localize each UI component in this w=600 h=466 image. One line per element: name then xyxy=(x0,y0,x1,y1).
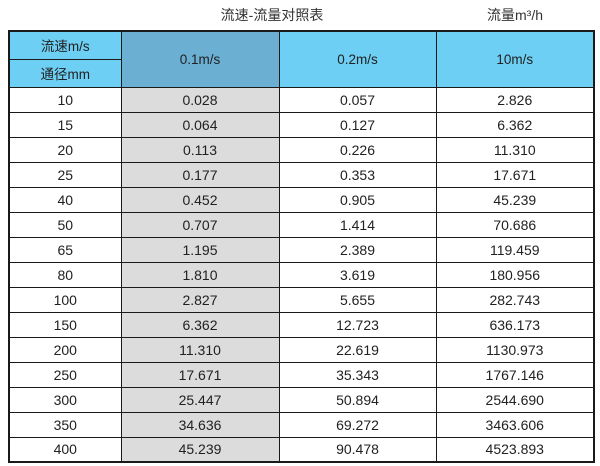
table-row: 300 25.447 50.894 2544.690 xyxy=(8,386,595,413)
flow-cell: 0.226 xyxy=(278,136,437,163)
table-row: 20 0.113 0.226 11.310 xyxy=(8,136,595,163)
flow-cell: 6.362 xyxy=(435,111,595,138)
flow-cell: 17.671 xyxy=(435,161,595,188)
corner-header-velocity: 流速m/s xyxy=(8,30,122,60)
flow-cell: 69.272 xyxy=(278,411,437,438)
flow-cell: 5.655 xyxy=(278,286,437,313)
flow-cell: 6.362 xyxy=(120,311,280,338)
diameter-cell: 150 xyxy=(8,311,122,338)
table-row: 25 0.177 0.353 17.671 xyxy=(8,161,595,188)
diameter-cell: 15 xyxy=(8,111,122,138)
flow-cell: 17.671 xyxy=(120,361,280,388)
flow-cell: 3463.606 xyxy=(435,411,595,438)
flow-cell: 12.723 xyxy=(278,311,437,338)
flow-cell: 1.195 xyxy=(120,236,280,263)
table-row: 15 0.064 0.127 6.362 xyxy=(8,111,595,138)
diameter-cell: 25 xyxy=(8,161,122,188)
flow-cell: 0.113 xyxy=(120,136,280,163)
diameter-cell: 80 xyxy=(8,261,122,288)
column-header-0_2ms: 0.2m/s xyxy=(278,30,437,88)
table-row: 65 1.195 2.389 119.459 xyxy=(8,236,595,263)
flow-cell: 0.028 xyxy=(120,86,280,113)
flow-cell: 636.173 xyxy=(435,311,595,338)
diameter-cell: 40 xyxy=(8,186,122,213)
header-row-diameter: 通径mm xyxy=(8,58,594,88)
flow-cell: 35.343 xyxy=(278,361,437,388)
flow-cell: 0.452 xyxy=(120,186,280,213)
table-row: 10 0.028 0.057 2.826 xyxy=(8,86,595,113)
table-row: 350 34.636 69.272 3463.606 xyxy=(8,411,595,438)
table-row: 200 11.310 22.619 1130.973 xyxy=(8,336,595,363)
table-row: 400 45.239 90.478 4523.893 xyxy=(8,436,595,463)
diameter-cell: 300 xyxy=(8,386,122,413)
flow-cell: 2544.690 xyxy=(435,386,595,413)
diameter-cell: 250 xyxy=(8,361,122,388)
flow-cell: 4523.893 xyxy=(435,436,595,463)
column-header-10ms: 10m/s xyxy=(435,30,595,88)
diameter-cell: 350 xyxy=(8,411,122,438)
diameter-cell: 50 xyxy=(8,211,122,238)
table-row: 150 6.362 12.723 636.173 xyxy=(8,311,595,338)
flow-cell: 0.707 xyxy=(120,211,280,238)
flow-cell: 2.827 xyxy=(120,286,280,313)
diameter-cell: 65 xyxy=(8,236,122,263)
table-row: 250 17.671 35.343 1767.146 xyxy=(8,361,595,388)
corner-header-diameter: 通径mm xyxy=(8,58,122,88)
table-row: 50 0.707 1.414 70.686 xyxy=(8,211,595,238)
flow-cell: 2.826 xyxy=(435,86,595,113)
flow-cell: 0.057 xyxy=(278,86,437,113)
table-row: 100 2.827 5.655 282.743 xyxy=(8,286,595,313)
diameter-cell: 20 xyxy=(8,136,122,163)
flow-cell: 90.478 xyxy=(278,436,437,463)
flow-cell: 50.894 xyxy=(278,386,437,413)
table-row: 40 0.452 0.905 45.239 xyxy=(8,186,595,213)
flow-cell: 3.619 xyxy=(278,261,437,288)
flow-cell: 34.636 xyxy=(120,411,280,438)
flow-cell: 22.619 xyxy=(278,336,437,363)
table-body: 10 0.028 0.057 2.826 15 0.064 0.127 6.36… xyxy=(8,86,595,463)
column-header-0_1ms: 0.1m/s xyxy=(120,30,280,88)
diameter-cell: 10 xyxy=(8,86,122,113)
diameter-cell: 100 xyxy=(8,286,122,313)
title-bar: 流速-流量对照表 流量m³/h xyxy=(0,0,600,30)
flow-cell: 1130.973 xyxy=(435,336,595,363)
flow-cell: 11.310 xyxy=(120,336,280,363)
diameter-cell: 400 xyxy=(8,436,122,463)
table-row: 80 1.810 3.619 180.956 xyxy=(8,261,595,288)
flow-cell: 25.447 xyxy=(120,386,280,413)
flow-cell: 180.956 xyxy=(435,261,595,288)
flow-cell: 0.353 xyxy=(278,161,437,188)
flow-cell: 1.810 xyxy=(120,261,280,288)
flow-cell: 45.239 xyxy=(120,436,280,463)
table-header: 流速m/s 0.1m/s 0.2m/s 10m/s 通径mm xyxy=(8,30,595,88)
flow-cell: 45.239 xyxy=(435,186,595,213)
flow-cell: 119.459 xyxy=(435,236,595,263)
flow-cell: 2.389 xyxy=(278,236,437,263)
flow-cell: 11.310 xyxy=(435,136,595,163)
flow-cell: 0.064 xyxy=(120,111,280,138)
diameter-cell: 200 xyxy=(8,336,122,363)
flow-unit-label: 流量m³/h xyxy=(487,7,543,23)
flow-cell: 0.905 xyxy=(278,186,437,213)
table-title: 流速-流量对照表 xyxy=(220,7,324,23)
flow-cell: 70.686 xyxy=(435,211,595,238)
flow-cell: 282.743 xyxy=(435,286,595,313)
header-row-velocity: 流速m/s 0.1m/s 0.2m/s 10m/s xyxy=(8,30,595,88)
flow-cell: 0.177 xyxy=(120,161,280,188)
flow-cell: 0.127 xyxy=(278,111,437,138)
flow-cell: 1.414 xyxy=(278,211,437,238)
flow-cell: 1767.146 xyxy=(435,361,595,388)
flow-rate-table: 流速m/s 0.1m/s 0.2m/s 10m/s 通径mm 10 0.028 … xyxy=(8,30,595,463)
